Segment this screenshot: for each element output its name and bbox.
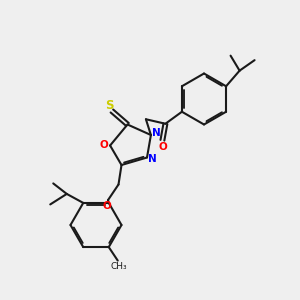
- Text: O: O: [99, 140, 108, 151]
- Text: N: N: [148, 154, 157, 164]
- Text: S: S: [105, 99, 114, 112]
- Text: O: O: [159, 142, 167, 152]
- Text: CH₃: CH₃: [111, 262, 128, 271]
- Text: N: N: [152, 128, 161, 139]
- Text: O: O: [102, 201, 111, 211]
